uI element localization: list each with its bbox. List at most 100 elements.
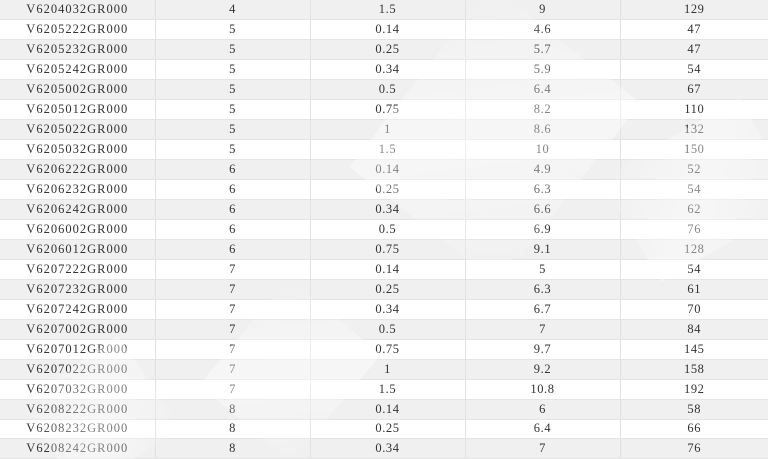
cell-part-number: V6208222GR000 [0,399,156,420]
cell-value-3: 5.7 [465,39,621,61]
cell-part-number: V6206222GR000 [0,159,156,181]
table-row: V6208232GR000 8 0.25 6.4 66 [0,419,768,440]
cell-value-4: 54 [620,179,768,201]
cell-value-1: 6 [155,159,311,181]
cell-part-number: V6205032GR000 [0,139,156,161]
cell-value-4: 67 [620,79,768,101]
cell-value-4: 76 [620,219,768,240]
cell-value-4: 128 [620,239,768,260]
table-row: V6204032GR000 4 1.5 9 129 [0,0,768,21]
cell-value-2: 1 [310,359,466,380]
cell-value-1: 8 [155,419,311,440]
cell-value-2: 0.25 [310,179,466,201]
table-row: V6205032GR000 5 1.5 10 150 [0,139,768,161]
cell-value-2: 0.34 [310,199,466,220]
cell-part-number: V6205002GR000 [0,79,156,101]
cell-part-number: V6205242GR000 [0,59,156,81]
cell-value-3: 5 [465,259,621,280]
cell-value-3: 9.7 [465,339,621,360]
cell-value-3: 6.6 [465,199,621,220]
cell-value-1: 6 [155,219,311,240]
table-row: V6207002GR000 7 0.5 7 84 [0,319,768,340]
cell-value-3: 6.9 [465,219,621,240]
cell-part-number: V6204032GR000 [0,0,156,21]
cell-value-2: 0.25 [310,39,466,61]
cell-value-1: 5 [155,119,311,141]
cell-value-2: 0.75 [310,99,466,121]
cell-value-4: 54 [620,259,768,280]
cell-value-1: 7 [155,359,311,380]
cell-value-3: 7 [465,319,621,340]
cell-value-3: 9 [465,0,621,21]
cell-value-1: 5 [155,99,311,121]
table-row: V6206012GR000 6 0.75 9.1 128 [0,239,768,260]
cell-value-2: 0.14 [310,259,466,280]
cell-part-number: V6208232GR000 [0,419,156,440]
cell-part-number: V6207022GR000 [0,359,156,380]
cell-value-2: 0.14 [310,159,466,181]
cell-part-number: V6207222GR000 [0,259,156,280]
cell-value-4: 150 [620,139,768,161]
cell-value-1: 5 [155,79,311,101]
table-row: V6205222GR000 5 0.14 4.6 47 [0,19,768,41]
cell-value-1: 6 [155,199,311,220]
cell-value-1: 4 [155,0,311,21]
cell-value-3: 6 [465,399,621,420]
cell-value-3: 6.4 [465,79,621,101]
cell-part-number: V6205222GR000 [0,19,156,41]
table-row: V6206222GR000 6 0.14 4.9 52 [0,159,768,181]
cell-value-1: 5 [155,59,311,81]
table-row: V6207242GR000 7 0.34 6.7 70 [0,299,768,320]
cell-part-number: V6205232GR000 [0,39,156,61]
cell-value-4: 145 [620,339,768,360]
cell-part-number: V6205022GR000 [0,119,156,141]
cell-part-number: V6206232GR000 [0,179,156,201]
cell-value-2: 1.5 [310,379,466,400]
table-row: V6206242GR000 6 0.34 6.6 62 [0,199,768,220]
cell-part-number: V6206002GR000 [0,219,156,240]
cell-value-1: 8 [155,399,311,420]
table-row: V6207232GR000 7 0.25 6.3 61 [0,279,768,300]
cell-value-4: 66 [620,419,768,440]
cell-value-3: 9.2 [465,359,621,380]
cell-value-1: 7 [155,259,311,280]
cell-value-1: 5 [155,139,311,161]
cell-value-2: 0.25 [310,279,466,300]
cell-value-3: 4.6 [465,19,621,41]
cell-value-1: 7 [155,319,311,340]
table-row: V6205012GR000 5 0.75 8.2 110 [0,99,768,121]
cell-part-number: V6206012GR000 [0,239,156,260]
cell-value-2: 0.75 [310,239,466,260]
table-row: V6206232GR000 6 0.25 6.3 54 [0,179,768,201]
cell-value-3: 8.2 [465,99,621,121]
cell-value-1: 7 [155,299,311,320]
cell-value-1: 6 [155,239,311,260]
cell-value-3: 5.9 [465,59,621,81]
cell-value-2: 0.5 [310,319,466,340]
cell-value-1: 7 [155,339,311,360]
cell-value-3: 4.9 [465,159,621,181]
cell-value-2: 0.75 [310,339,466,360]
cell-part-number: V6207242GR000 [0,299,156,320]
table-row: V6205022GR000 5 1 8.6 132 [0,119,768,141]
cell-part-number: V6208242GR000 [0,438,156,459]
cell-value-4: 54 [620,59,768,81]
cell-value-2: 0.14 [310,399,466,420]
cell-value-4: 76 [620,438,768,459]
cell-value-1: 5 [155,19,311,41]
cell-value-2: 0.5 [310,219,466,240]
table-row: V6208242GR000 8 0.34 7 76 [0,438,768,459]
cell-value-3: 10.8 [465,379,621,400]
cell-value-1: 8 [155,438,311,459]
cell-part-number: V6207002GR000 [0,319,156,340]
cell-value-1: 5 [155,39,311,61]
cell-value-3: 6.3 [465,179,621,201]
cell-value-3: 6.3 [465,279,621,300]
cell-part-number: V6207232GR000 [0,279,156,300]
cell-value-4: 52 [620,159,768,181]
table-row: V6205002GR000 5 0.5 6.4 67 [0,79,768,101]
cell-value-2: 1.5 [310,139,466,161]
cell-value-4: 47 [620,39,768,61]
